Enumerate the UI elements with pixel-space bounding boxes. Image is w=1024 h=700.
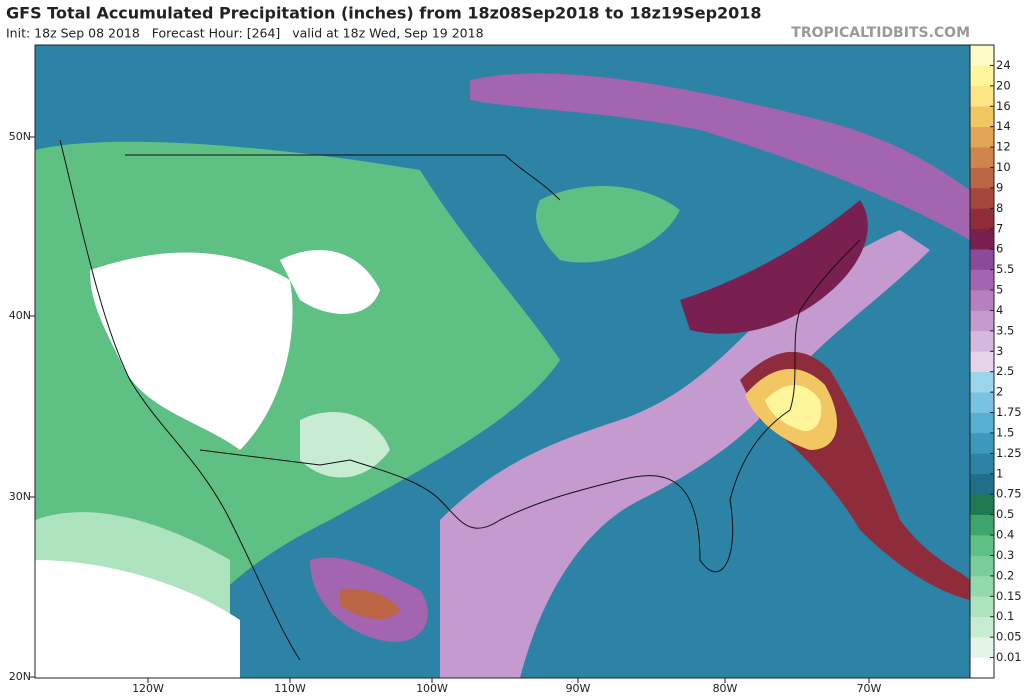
colorbar-segment: [970, 147, 994, 168]
colorbar-segment: [970, 330, 994, 352]
subtitle: Init: 18z Sep 08 2018 Forecast Hour: [26…: [6, 26, 484, 41]
lon-label: 100W: [416, 682, 448, 695]
colorbar-label: 0.15: [996, 589, 1022, 603]
colorbar-label: 9: [996, 180, 1003, 194]
colorbar-segment: [970, 514, 994, 536]
colorbar-label: 0.1: [996, 609, 1014, 623]
colorbar-segment: [970, 290, 994, 311]
colorbar-segment: [970, 208, 994, 230]
colorbar-label: 16: [996, 99, 1011, 113]
colorbar-label: 7: [996, 221, 1003, 235]
colorbar-label: 12: [996, 140, 1011, 154]
colorbar-label: 1.75: [996, 405, 1022, 419]
colorbar-segment: [970, 65, 994, 87]
colorbar-label: 0.01: [996, 650, 1022, 664]
colorbar-segment: [970, 392, 994, 413]
colorbar-segment: [970, 535, 994, 556]
colorbar-label: 3.5: [996, 323, 1014, 337]
colorbar-label: 0.4: [996, 528, 1014, 542]
colorbar-label: 5.5: [996, 262, 1014, 276]
colorbar-label: 5: [996, 283, 1003, 297]
map: [34, 44, 971, 679]
colorbar-segment: [970, 453, 994, 475]
colorbar-label: 0.5: [996, 507, 1014, 521]
lon-label: 80W: [713, 682, 738, 695]
colorbar-label: 4: [996, 303, 1003, 317]
colorbar-label: 8: [996, 201, 1003, 215]
colorbar-segment: [970, 616, 994, 638]
lon-label: 90W: [566, 682, 591, 695]
colorbar-segment: [970, 167, 994, 189]
colorbar-segment: [970, 412, 994, 434]
colorbar-segment: [970, 555, 994, 577]
colorbar-segment: [970, 45, 994, 66]
colorbar-label: 0.75: [996, 487, 1022, 501]
colorbar-segment: [970, 657, 994, 679]
colorbar-segment: [970, 575, 994, 597]
colorbar-segment: [970, 310, 994, 332]
lon-label: 110W: [274, 682, 306, 695]
title: GFS Total Accumulated Precipitation (inc…: [6, 4, 762, 23]
colorbar-segment: [970, 249, 994, 270]
colorbar-segment: [970, 187, 994, 209]
colorbar-segment: [970, 85, 994, 107]
lon-label: 70W: [857, 682, 882, 695]
colorbar-label: 0.3: [996, 548, 1014, 562]
colorbar-label: 1.5: [996, 425, 1014, 439]
lat-label: 50N: [9, 130, 31, 143]
colorbar-segment: [970, 126, 994, 148]
lat-label: 20N: [9, 670, 31, 683]
colorbar-label: 10: [996, 160, 1011, 174]
colorbar-label: 1: [996, 466, 1003, 480]
colorbar-label: 6: [996, 242, 1003, 256]
colorbar-label: 14: [996, 119, 1011, 133]
colorbar-segment: [970, 228, 994, 250]
colorbar-label: 20: [996, 78, 1011, 92]
colorbar-segment: [970, 637, 994, 658]
colorbar-label: 1.25: [996, 446, 1022, 460]
colorbar-frame: [969, 44, 995, 679]
colorbar-label: 3: [996, 344, 1003, 358]
colorbar-segment: [970, 596, 994, 618]
colorbar-label: 24: [996, 58, 1011, 72]
source: TROPICALTIDBITS.COM: [791, 25, 970, 41]
colorbar-segment: [970, 473, 994, 495]
colorbar-segment: [970, 432, 994, 454]
colorbar-segment: [970, 371, 994, 393]
colorbar-label: 0.2: [996, 568, 1014, 582]
lon-label: 120W: [132, 682, 164, 695]
colorbar-label: 2: [996, 385, 1003, 399]
colorbar-segment: [970, 269, 994, 291]
colorbar-segment: [970, 106, 994, 127]
lat-label: 40N: [9, 309, 31, 322]
colorbar-label: 2.5: [996, 364, 1014, 378]
colorbar-segment: [970, 351, 994, 373]
lat-label: 30N: [9, 490, 31, 503]
colorbar-label: 0.05: [996, 630, 1022, 644]
colorbar-segment: [970, 494, 994, 515]
